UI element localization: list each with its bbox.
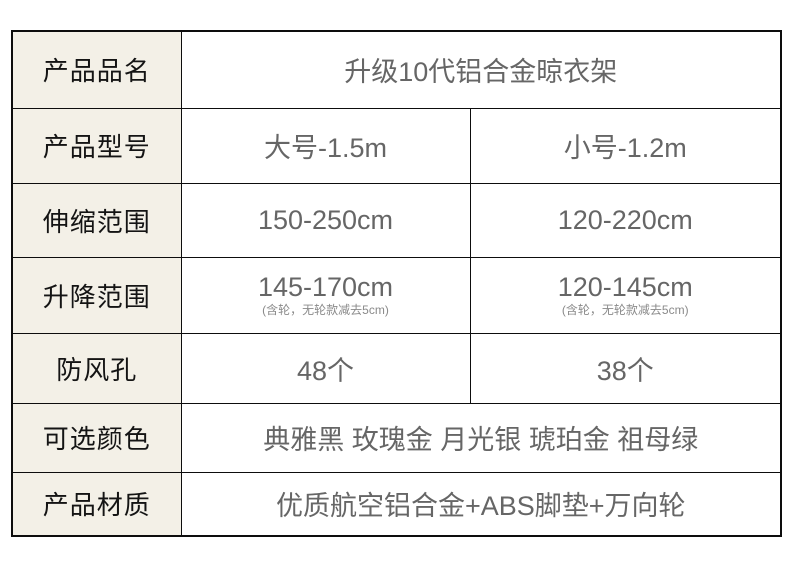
row-label-lifting-range: 升降范围: [11, 256, 182, 334]
row-label-optional-colors: 可选颜色: [11, 402, 182, 473]
row-label-product-model: 产品型号: [11, 107, 182, 184]
lifting-large-value: 145-170cm: [257, 271, 394, 302]
value-windproof-small: 38个: [469, 332, 782, 404]
value-lifting-large: 145-170cm (含轮，无轮款减去5cm): [180, 256, 471, 334]
value-product-name: 升级10代铝合金晾衣架: [180, 30, 782, 109]
lifting-large-note: (含轮，无轮款减去5cm): [262, 302, 389, 317]
value-extension-large: 150-250cm: [180, 182, 471, 258]
table-row-extension-range: 伸缩范围 150-250cm 120-220cm: [11, 182, 782, 258]
row-label-extension-range: 伸缩范围: [11, 182, 182, 258]
table-row-windproof-holes: 防风孔 48个 38个: [11, 332, 782, 404]
value-windproof-large: 48个: [180, 332, 471, 404]
value-model-large: 大号-1.5m: [180, 107, 471, 184]
row-label-product-material: 产品材质: [11, 471, 182, 537]
row-label-product-name: 产品品名: [11, 30, 182, 109]
value-product-material: 优质航空铝合金+ABS脚垫+万向轮: [180, 471, 782, 537]
table-row-product-name: 产品品名 升级10代铝合金晾衣架: [11, 30, 782, 109]
product-spec-table: 产品品名 升级10代铝合金晾衣架 产品型号 大号-1.5m 小号-1.2m 伸缩…: [11, 30, 783, 537]
lifting-small-note: (含轮，无轮款减去5cm): [561, 302, 689, 317]
table-row-product-model: 产品型号 大号-1.5m 小号-1.2m: [11, 107, 782, 184]
value-model-small: 小号-1.2m: [469, 107, 782, 184]
value-extension-small: 120-220cm: [469, 182, 782, 258]
value-optional-colors: 典雅黑 玫瑰金 月光银 琥珀金 祖母绿: [180, 402, 782, 473]
row-label-windproof-holes: 防风孔: [11, 332, 182, 404]
table-row-lifting-range: 升降范围 145-170cm (含轮，无轮款减去5cm) 120-145cm (…: [11, 256, 782, 334]
value-lifting-small: 120-145cm (含轮，无轮款减去5cm): [469, 256, 782, 334]
table-row-optional-colors: 可选颜色 典雅黑 玫瑰金 月光银 琥珀金 祖母绿: [11, 402, 782, 473]
lifting-small-value: 120-145cm: [557, 271, 693, 302]
table-row-product-material: 产品材质 优质航空铝合金+ABS脚垫+万向轮: [11, 471, 782, 537]
